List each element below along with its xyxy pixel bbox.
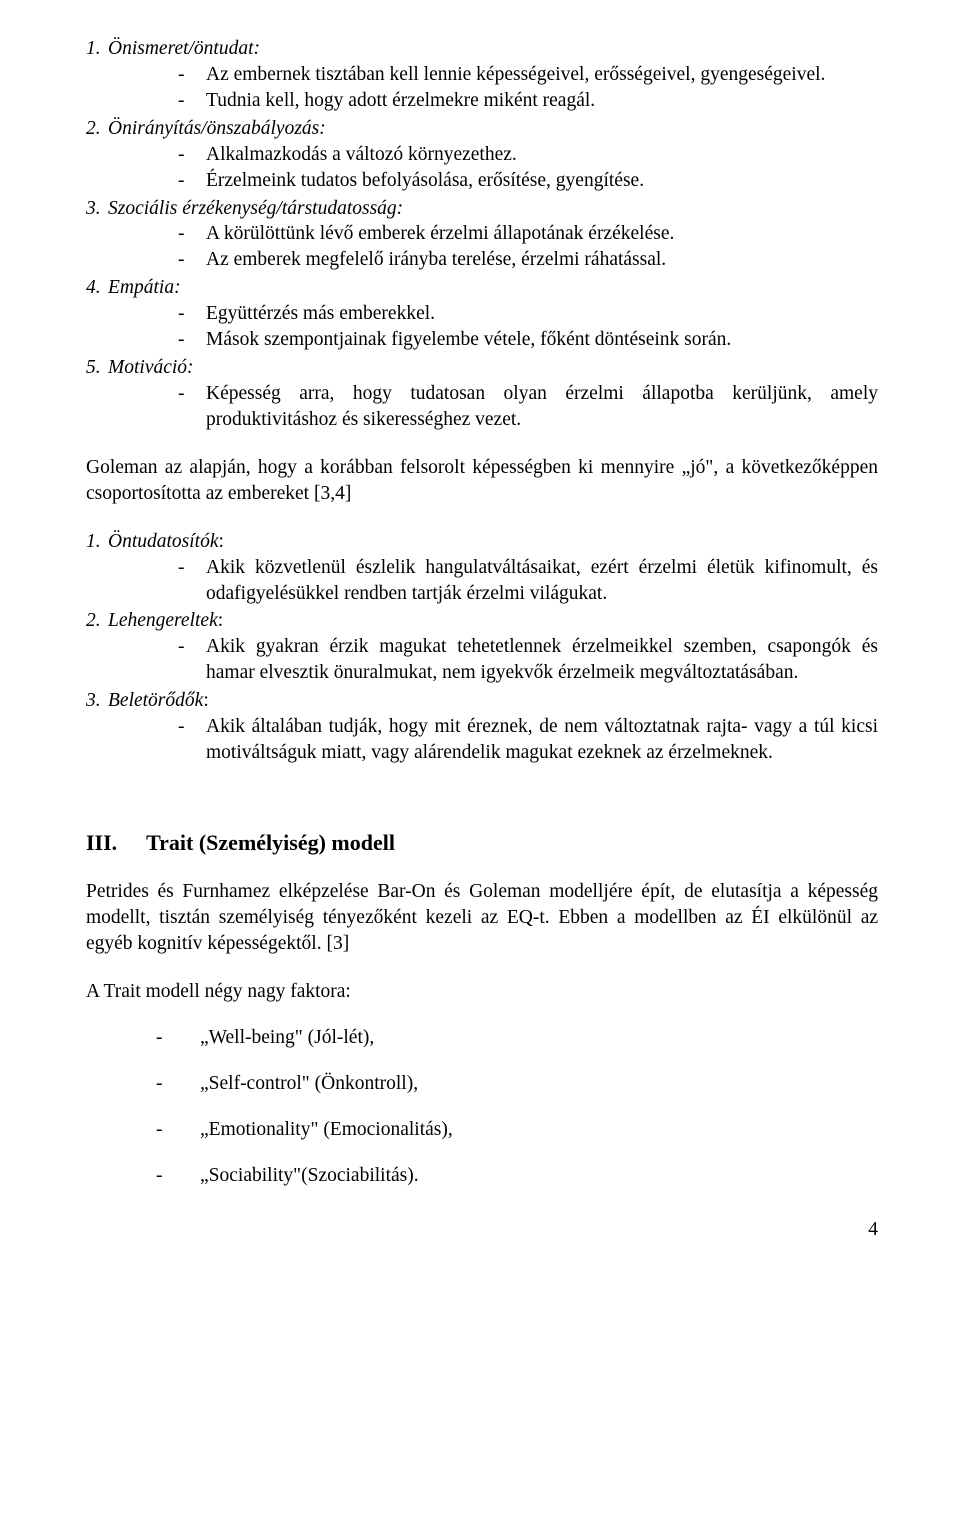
groups-item: 2. Lehengereltek: Akik gyakran érzik maguk… bbox=[86, 608, 878, 686]
skills-subitem: A körülöttünk lévő emberek érzelmi állap… bbox=[178, 221, 878, 247]
skills-item-title: Önirányítás/önszabályozás: bbox=[108, 118, 326, 139]
skills-item: 1. Önismeret/öntudat: Az embernek tisztába… bbox=[86, 36, 878, 114]
list-number: 3. bbox=[86, 688, 101, 714]
skills-subitem: Együttérzés más emberekkel. bbox=[178, 301, 878, 327]
list-number: 2. bbox=[86, 116, 101, 142]
groups-item-title: Lehengereltek bbox=[108, 610, 218, 631]
list-number: 5. bbox=[86, 355, 101, 381]
trait-factors-lead: A Trait modell négy nagy faktora: bbox=[86, 979, 878, 1005]
factors-list: „Well-being" (Jól-lét), „Self-control" (Ö… bbox=[156, 1025, 878, 1189]
groups-item-title: Öntudatosítók bbox=[108, 531, 219, 552]
groups-sublist: Akik közvetlenül észlelik hangulatváltás… bbox=[178, 555, 878, 607]
groups-item: 1. Öntudatosítók: Akik közvetlenül észleli… bbox=[86, 529, 878, 607]
goleman-paragraph: Goleman az alapján, hogy a korábban fels… bbox=[86, 455, 878, 507]
skills-item: 5. Motiváció: Képesség arra, hogy tudatosa… bbox=[86, 355, 878, 433]
list-number: 1. bbox=[86, 529, 101, 555]
skills-item-title: Önismeret/öntudat: bbox=[108, 38, 260, 59]
skills-item-title: Szociális érzékenység/társtudatosság: bbox=[108, 198, 403, 219]
list-number: 1. bbox=[86, 36, 101, 62]
skills-item: 4. Empátia: Együttérzés más emberekkel.Más… bbox=[86, 275, 878, 353]
page-number: 4 bbox=[86, 1217, 878, 1243]
groups-sublist: Akik gyakran érzik magukat tehetetlennek… bbox=[178, 634, 878, 686]
skills-sublist: Az embernek tisztában kell lennie képess… bbox=[178, 62, 878, 114]
skills-subitem: Az emberek megfelelő irányba terelése, é… bbox=[178, 247, 878, 273]
skills-item: 2. Önirányítás/önszabályozás: Alkalmazkodá… bbox=[86, 116, 878, 194]
skills-sublist: Alkalmazkodás a változó környezethez.Érz… bbox=[178, 142, 878, 194]
list-number: 4. bbox=[86, 275, 101, 301]
skills-subitem: Alkalmazkodás a változó környezethez. bbox=[178, 142, 878, 168]
skills-subitem: Érzelmeink tudatos befolyásolása, erősít… bbox=[178, 168, 878, 194]
skills-item-title: Empátia: bbox=[108, 277, 181, 298]
skills-item-title: Motiváció: bbox=[108, 357, 194, 378]
skills-subitem: Tudnia kell, hogy adott érzelmekre mikén… bbox=[178, 88, 878, 114]
colon: : bbox=[203, 690, 208, 711]
factor-item: „Sociability"(Szociabilitás). bbox=[156, 1163, 878, 1189]
groups-item: 3. Beletörődők: Akik általában tudják, hog… bbox=[86, 688, 878, 766]
skills-subitem: Képesség arra, hogy tudatosan olyan érze… bbox=[178, 381, 878, 433]
skills-item: 3.Szociális érzékenység/társtudatosság:A… bbox=[86, 196, 878, 274]
skills-subitem: Mások szempontjainak figyelembe vétele, … bbox=[178, 327, 878, 353]
factor-item: „Well-being" (Jól-lét), bbox=[156, 1025, 878, 1051]
section-heading: III. Trait (Személyiség) modell bbox=[86, 828, 878, 857]
colon: : bbox=[218, 610, 223, 631]
skills-sublist: A körülöttünk lévő emberek érzelmi állap… bbox=[178, 221, 878, 273]
skills-sublist: Együttérzés más emberekkel.Mások szempon… bbox=[178, 301, 878, 353]
groups-subitem: Akik gyakran érzik magukat tehetetlennek… bbox=[178, 634, 878, 686]
groups-subitem: Akik általában tudják, hogy mit éreznek,… bbox=[178, 714, 878, 766]
groups-sublist: Akik általában tudják, hogy mit éreznek,… bbox=[178, 714, 878, 766]
factor-item: „Self-control" (Önkontroll), bbox=[156, 1071, 878, 1097]
section-title: Trait (Személyiség) modell bbox=[146, 830, 395, 855]
skills-sublist: Képesség arra, hogy tudatosan olyan érze… bbox=[178, 381, 878, 433]
skills-subitem: Az embernek tisztában kell lennie képess… bbox=[178, 62, 878, 88]
groups-item-title: Beletörődők bbox=[108, 690, 203, 711]
skills-list: 1. Önismeret/öntudat: Az embernek tisztába… bbox=[86, 36, 878, 433]
section-roman: III. bbox=[86, 828, 141, 857]
list-number: 3. bbox=[86, 196, 101, 222]
list-number: 2. bbox=[86, 608, 101, 634]
trait-intro-paragraph: Petrides és Furnhamez elképzelése Bar-On… bbox=[86, 879, 878, 957]
colon: : bbox=[219, 531, 224, 552]
groups-subitem: Akik közvetlenül észlelik hangulatváltás… bbox=[178, 555, 878, 607]
factor-item: „Emotionality" (Emocionalitás), bbox=[156, 1117, 878, 1143]
groups-list: 1. Öntudatosítók: Akik közvetlenül észleli… bbox=[86, 529, 878, 766]
